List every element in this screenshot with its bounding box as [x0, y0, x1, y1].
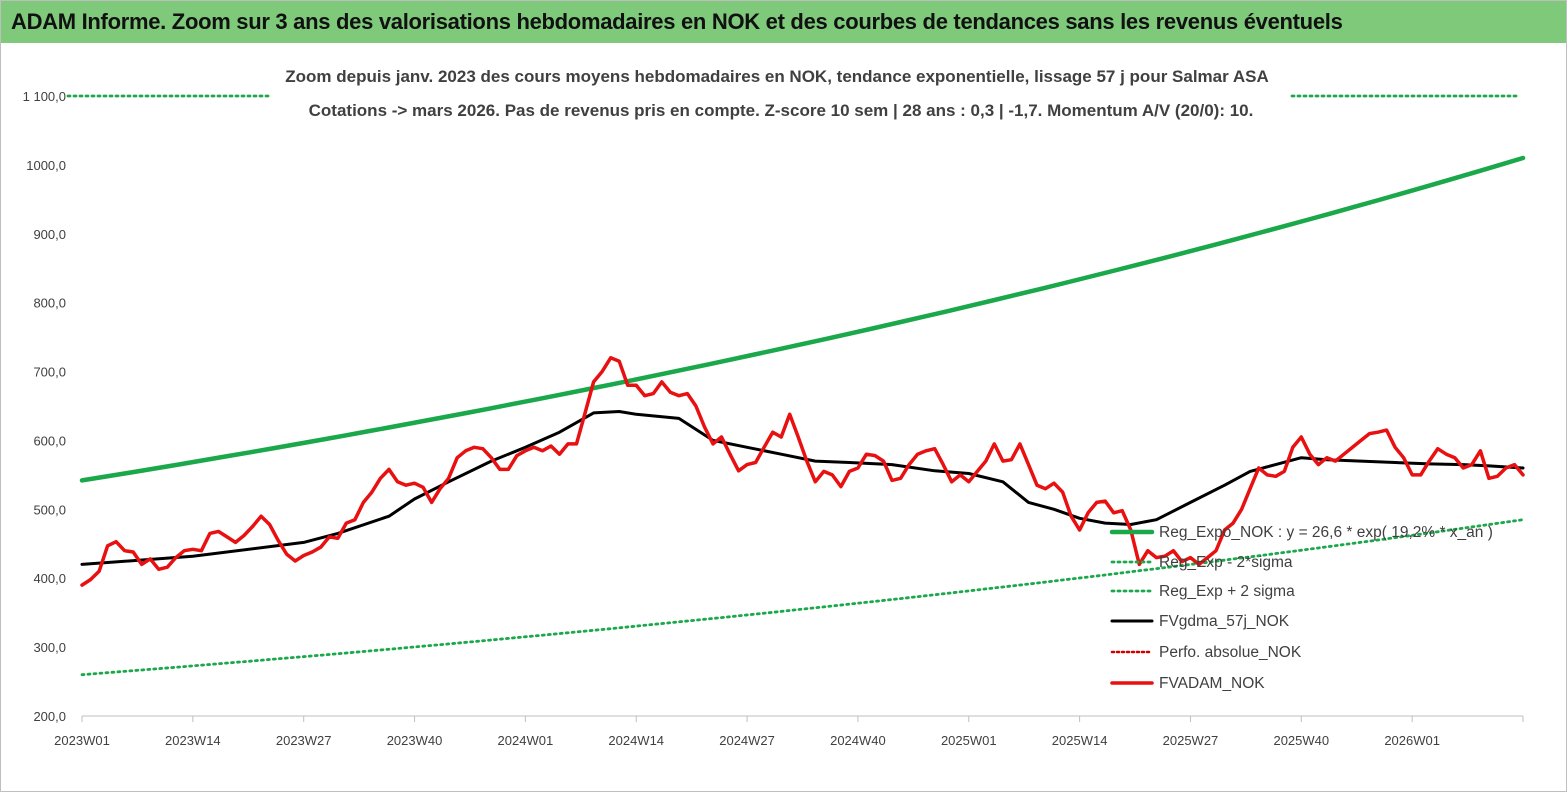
page-title: ADAM Informe. Zoom sur 3 ans des valoris…	[11, 9, 1343, 34]
chart-axes: 200,0 300,0 400,0 500,0 600,0 700,0 800,0 900,0…	[23, 89, 1524, 748]
x-tick-label: 2023W27	[276, 733, 332, 748]
x-tick-label: 2026W01	[1384, 733, 1440, 748]
chart-subtitle: Cotations -> mars 2026. Pas de revenus p…	[309, 101, 1254, 120]
legend-label: FVgdma_57j_NOK	[1159, 613, 1290, 630]
legend-label: Reg_Exp + 2 sigma	[1159, 583, 1295, 600]
x-tick-label: 2025W01	[941, 733, 997, 748]
y-tick-label: 800,0	[33, 296, 66, 311]
y-tick-label: 900,0	[33, 227, 66, 242]
legend-label: FVADAM_NOK	[1159, 675, 1265, 692]
lower-sigma-series	[80, 518, 1525, 677]
chart-title: Zoom depuis janv. 2023 des cours moyens …	[285, 67, 1268, 86]
x-tick-label: 2023W40	[387, 733, 443, 748]
x-tick-label: 2023W14	[165, 733, 221, 748]
x-tick-label: 2025W40	[1273, 733, 1329, 748]
y-tick-label: 1000,0	[26, 158, 66, 173]
y-tick-label: 1 100,0	[23, 89, 66, 104]
y-tick-label: 600,0	[33, 433, 66, 448]
trend-line-series	[79, 155, 1526, 483]
price-series	[80, 356, 1525, 587]
x-tick-label: 2024W40	[830, 733, 886, 748]
legend-label: Perfo. absolue_NOK	[1159, 644, 1302, 661]
y-tick-label: 500,0	[33, 502, 66, 517]
legend-label: Reg_Expo_NOK : y = 26,6 * exp( 19,2% * x…	[1159, 524, 1493, 541]
chart-legend: Reg_Expo_NOK : y = 26,6 * exp( 19,2% * x…	[1109, 524, 1493, 692]
x-tick-label: 2024W14	[608, 733, 664, 748]
chart-series	[66, 94, 1526, 677]
y-tick-label: 400,0	[33, 571, 66, 586]
x-tick-label: 2025W14	[1052, 733, 1108, 748]
x-tick-label: 2023W01	[54, 733, 110, 748]
y-tick-label: 300,0	[33, 640, 66, 655]
legend-label: Reg_Exp - 2*sigma	[1159, 554, 1293, 571]
x-tick-label: 2024W01	[498, 733, 554, 748]
smoothed-series	[80, 410, 1525, 566]
title-banner: ADAM Informe. Zoom sur 3 ans des valoris…	[1, 1, 1566, 43]
x-tick-label: 2024W27	[719, 733, 775, 748]
y-tick-label: 200,0	[33, 709, 66, 724]
y-tick-label: 700,0	[33, 365, 66, 380]
x-tick-label: 2025W27	[1163, 733, 1219, 748]
